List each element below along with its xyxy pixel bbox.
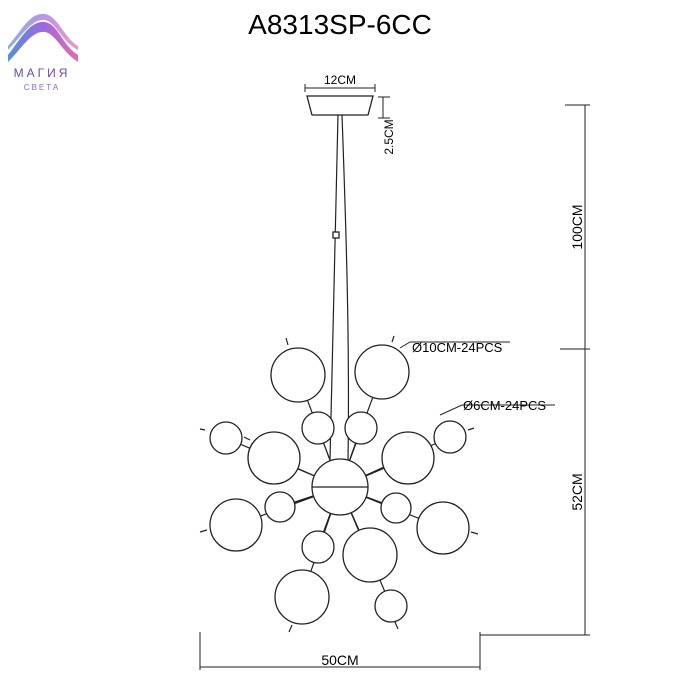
callout-large: Ø10CM-24PCS xyxy=(412,340,503,355)
canopy-width: 12CM xyxy=(324,73,356,87)
chandelier xyxy=(199,84,479,633)
callout-small: Ø6CM-24PCS xyxy=(463,398,546,413)
dimension-lines xyxy=(199,104,590,670)
cord-length: 100CM xyxy=(569,204,585,249)
body-width: 50CM xyxy=(321,652,358,668)
logo-subname: СВЕТА xyxy=(24,83,60,92)
canopy-height: 2.5CM xyxy=(382,119,396,154)
logo-name: МАГИЯ xyxy=(14,66,71,80)
body-height: 52CM xyxy=(569,473,585,510)
title: A8313SP-6CC xyxy=(248,9,432,40)
logo: МАГИЯ СВЕТА xyxy=(8,13,78,92)
